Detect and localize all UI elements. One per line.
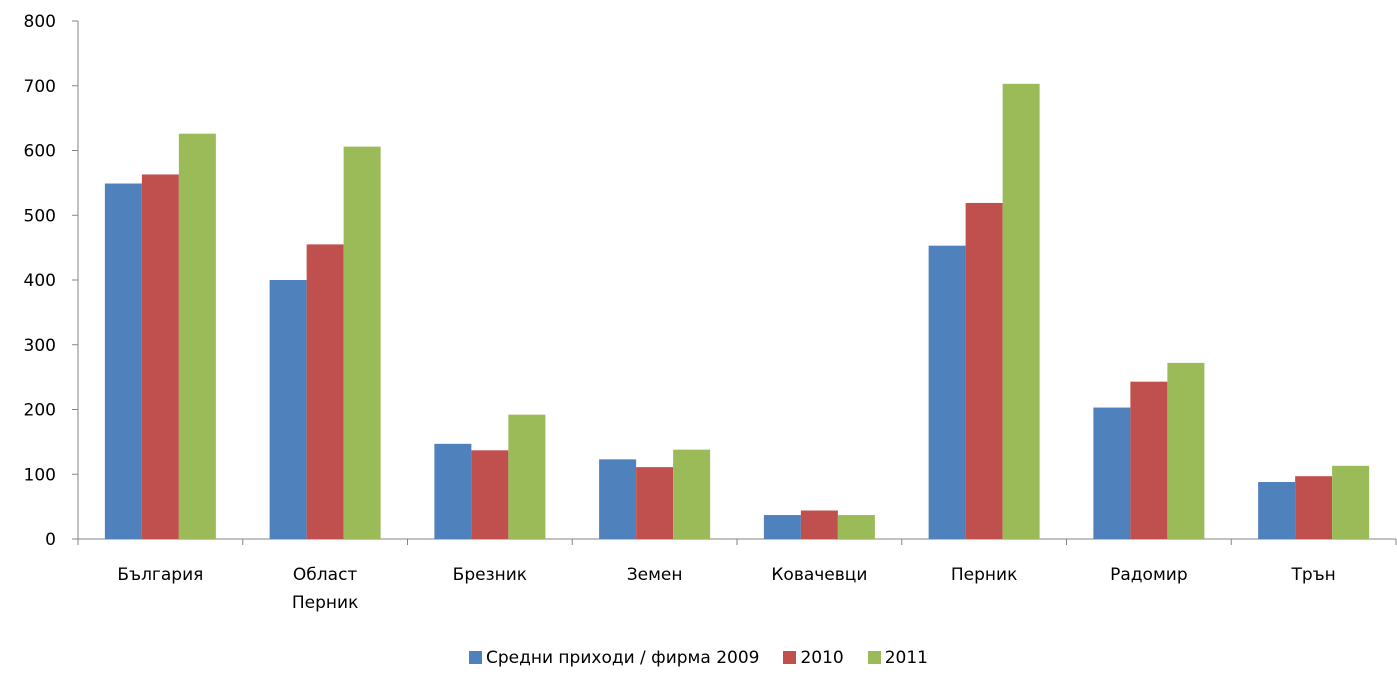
x-tick-label: Радомир	[1110, 565, 1188, 585]
legend-label: Средни приходи / фирма 2009	[485, 648, 760, 668]
y-tick-label: 500	[24, 206, 56, 226]
bar	[1332, 465, 1370, 539]
bar	[800, 510, 838, 539]
bar	[673, 449, 711, 539]
legend-swatch	[468, 651, 482, 664]
bar	[837, 515, 875, 539]
y-tick-label: 0	[45, 530, 56, 550]
x-tick-label: Перник	[950, 565, 1018, 585]
bar	[1258, 482, 1296, 539]
legend-label: 2010	[800, 648, 844, 668]
y-tick-label: 700	[24, 77, 56, 97]
bar	[965, 202, 1003, 539]
legend-item: Средни приходи / фирма 2009	[468, 648, 760, 668]
x-tick-label: България	[117, 565, 204, 585]
bar	[471, 450, 509, 539]
x-tick-label: Земен	[626, 565, 683, 585]
x-tick-label: Трън	[1291, 565, 1336, 585]
x-tick-label: Ковачевци	[771, 565, 868, 585]
y-tick-label: 400	[24, 271, 56, 291]
bar	[269, 280, 307, 539]
bar	[763, 515, 801, 539]
chart-title: компании	[0, 0, 1397, 13]
legend: Средни приходи / фирма 2009 2010 2011	[0, 648, 1397, 668]
bar	[1295, 476, 1333, 539]
bar	[178, 133, 216, 540]
y-tick-label: 600	[24, 142, 56, 162]
bar	[104, 183, 142, 539]
bar	[599, 459, 637, 539]
legend-label: 2011	[884, 648, 928, 668]
bar	[306, 244, 344, 539]
bar	[928, 245, 966, 539]
legend-swatch	[783, 651, 797, 664]
legend-item: 2010	[783, 648, 844, 668]
y-tick-label: 200	[24, 401, 56, 421]
bar	[1130, 381, 1168, 539]
legend-item: 2011	[867, 648, 928, 668]
y-tick-label: 300	[24, 336, 56, 356]
y-tick-label: 100	[24, 465, 56, 485]
legend-swatch	[867, 651, 881, 664]
bar	[343, 146, 381, 540]
bar	[1167, 362, 1205, 539]
y-tick-label: 800	[24, 12, 56, 32]
bar	[636, 467, 674, 539]
x-tick-label: Област Перник	[291, 565, 359, 613]
bar	[508, 414, 546, 539]
x-tick-label: Брезник	[452, 565, 528, 585]
bar	[141, 174, 179, 539]
bar	[434, 443, 472, 539]
bar	[1093, 407, 1131, 539]
bar	[1002, 83, 1040, 540]
